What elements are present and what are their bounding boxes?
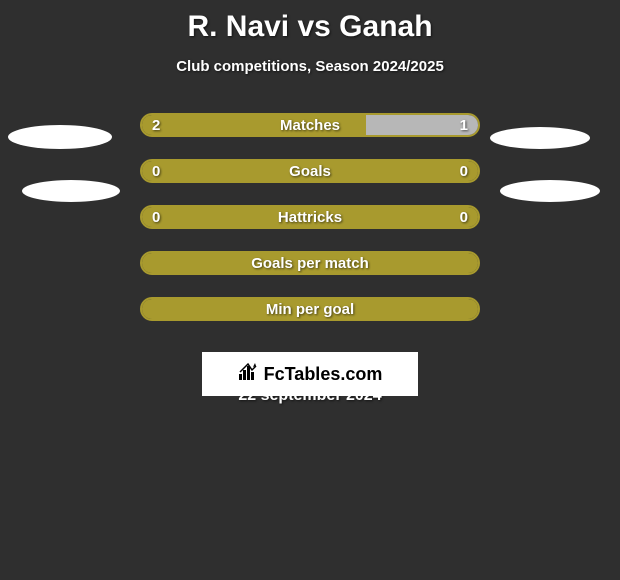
stat-row: 00Hattricks	[0, 205, 620, 229]
team-logo-placeholder	[8, 125, 112, 149]
stat-bar: 00Hattricks	[140, 205, 480, 229]
stat-row: Goals per match	[0, 251, 620, 275]
stat-label: Goals	[142, 161, 478, 181]
fctables-logo-text: FcTables.com	[264, 364, 383, 385]
team-logo-placeholder	[500, 180, 600, 202]
stat-label: Matches	[142, 115, 478, 135]
fctables-badge[interactable]: FcTables.com	[202, 352, 418, 396]
page-subtitle: Club competitions, Season 2024/2025	[0, 58, 620, 75]
team-logo-placeholder	[22, 180, 120, 202]
stat-label: Hattricks	[142, 207, 478, 227]
stat-row: Min per goal	[0, 297, 620, 321]
stat-bar: 21Matches	[140, 113, 480, 137]
stat-bar: 00Goals	[140, 159, 480, 183]
stat-label: Min per goal	[142, 299, 478, 319]
team-logo-placeholder	[490, 127, 590, 149]
page-title: R. Navi vs Ganah	[0, 0, 620, 44]
stat-bar: Min per goal	[140, 297, 480, 321]
stat-bar: Goals per match	[140, 251, 480, 275]
stat-label: Goals per match	[142, 253, 478, 273]
stat-row: 00Goals	[0, 159, 620, 183]
chart-icon	[238, 362, 260, 387]
